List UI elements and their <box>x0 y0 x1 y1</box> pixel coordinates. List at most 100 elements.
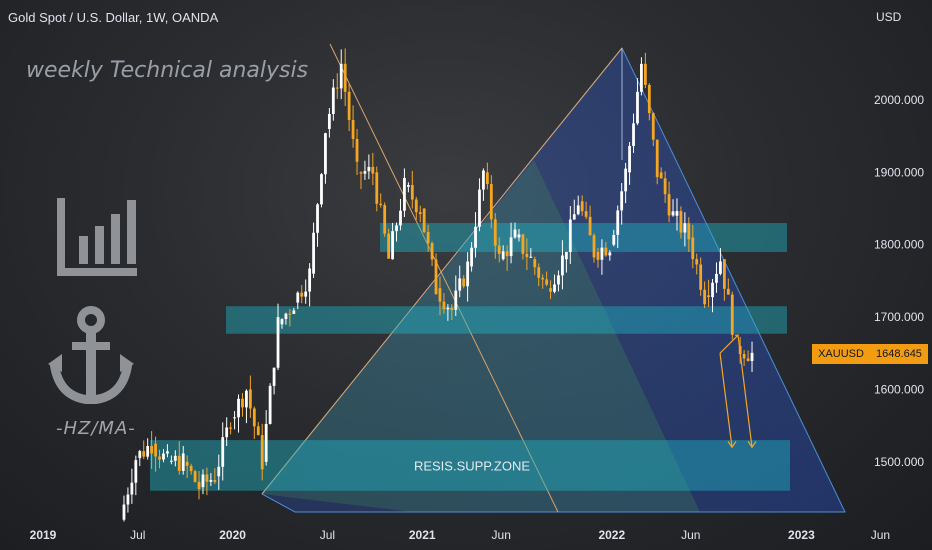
candle-body <box>501 251 505 260</box>
candle-body <box>237 398 240 418</box>
candle-body <box>675 211 679 216</box>
candle-body <box>276 317 280 368</box>
candle-body <box>403 177 406 211</box>
candle-body <box>205 474 209 482</box>
candle-body <box>154 443 157 457</box>
candle-body <box>564 251 568 260</box>
candle-body <box>343 63 347 92</box>
candle-body <box>169 460 173 462</box>
candle-body <box>557 275 560 285</box>
candle-body <box>359 172 363 174</box>
candle-body <box>509 237 513 257</box>
candle-body <box>173 455 177 461</box>
x-tick-label: Jul <box>320 528 335 542</box>
candle-body <box>264 423 268 462</box>
candle-body <box>142 451 146 457</box>
candle-body <box>580 201 584 212</box>
candle-body <box>122 504 126 520</box>
zone-1 <box>380 223 787 252</box>
candle-body <box>604 247 608 256</box>
candle-body <box>608 252 612 256</box>
candle-body <box>292 310 296 314</box>
zone-2 <box>226 306 787 334</box>
candle-body <box>146 446 150 457</box>
candle-body <box>316 204 319 233</box>
candle-body <box>406 185 410 187</box>
candle-body <box>711 282 714 298</box>
y-tick-label: 1500.000 <box>874 455 924 469</box>
candle-body <box>422 208 426 233</box>
brand-tagline: weekly Technical analysis <box>26 58 309 83</box>
candle-body <box>470 247 473 267</box>
candle-body <box>213 480 217 482</box>
candle-body <box>189 465 193 472</box>
candle-body <box>268 385 272 424</box>
rising-trendline <box>261 47 623 495</box>
candle-body <box>327 113 331 129</box>
candle-body <box>679 211 683 233</box>
candle-body <box>489 184 493 220</box>
candle-body <box>695 259 699 265</box>
candle-body <box>553 284 556 292</box>
candle-body <box>256 426 260 436</box>
candle-body <box>308 268 312 292</box>
candle-body <box>363 171 367 174</box>
green-channel <box>262 160 700 512</box>
candle-body <box>691 237 695 260</box>
candle-body <box>683 223 687 233</box>
candle-body <box>616 210 620 236</box>
candle-body <box>592 235 596 258</box>
candle-body <box>541 277 545 280</box>
candle-body <box>505 251 509 257</box>
candle-body <box>351 119 355 139</box>
candle-body <box>434 259 438 295</box>
candle-body <box>474 226 477 248</box>
candle-body <box>138 451 142 459</box>
chart-title: Gold Spot / U.S. Dollar, 1W, OANDA <box>8 10 219 25</box>
zone-3 <box>150 440 790 491</box>
candle-body <box>379 203 383 206</box>
candle-body <box>296 292 300 303</box>
candle-body <box>561 255 564 276</box>
candle-body <box>632 123 635 146</box>
candle-body <box>636 91 639 124</box>
candle-body <box>707 295 710 298</box>
candle-body <box>383 205 387 234</box>
candle-body <box>663 178 667 195</box>
x-tick-label: Jul <box>130 528 145 542</box>
candle-body <box>667 194 671 216</box>
candle-body <box>197 481 201 490</box>
candle-body <box>347 91 351 120</box>
candle-body <box>410 185 414 200</box>
candle-body <box>304 291 308 297</box>
candle-body <box>734 334 738 336</box>
candle-body <box>335 87 339 89</box>
candle-body <box>209 480 213 482</box>
symbol-badge: XAUUSD <box>812 344 870 364</box>
candle-body <box>450 307 454 311</box>
x-tick-label: Jun <box>492 528 511 542</box>
candle-body <box>399 210 402 226</box>
y-tick-label: 2000.000 <box>874 93 924 107</box>
candle-body <box>746 358 750 362</box>
candle-body <box>225 427 229 438</box>
candle-body <box>181 453 185 471</box>
candle-body <box>715 273 718 283</box>
candle-body <box>324 133 327 175</box>
candle-body <box>497 245 501 254</box>
candle-body <box>699 264 703 290</box>
candle-body <box>643 63 647 85</box>
candle-body <box>438 288 442 302</box>
zone-label: RESIS.SUPP.ZONE <box>414 458 530 473</box>
candle-body <box>241 398 244 408</box>
candle-body <box>600 247 604 260</box>
candle-body <box>478 189 481 227</box>
x-tick-label: 2023 <box>788 528 815 542</box>
candle-body <box>730 294 734 335</box>
candle-body <box>659 172 663 179</box>
last-price-badge: 1648.645 <box>870 344 928 364</box>
falling-trendline <box>329 43 559 513</box>
logo-caption: -HZ/MA- <box>56 418 136 439</box>
